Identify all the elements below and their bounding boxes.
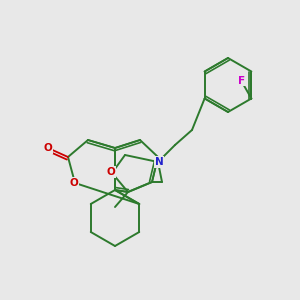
Text: O: O: [106, 167, 116, 177]
Text: O: O: [70, 178, 78, 188]
Text: F: F: [238, 76, 245, 85]
Text: N: N: [154, 157, 164, 167]
Text: O: O: [44, 143, 52, 153]
